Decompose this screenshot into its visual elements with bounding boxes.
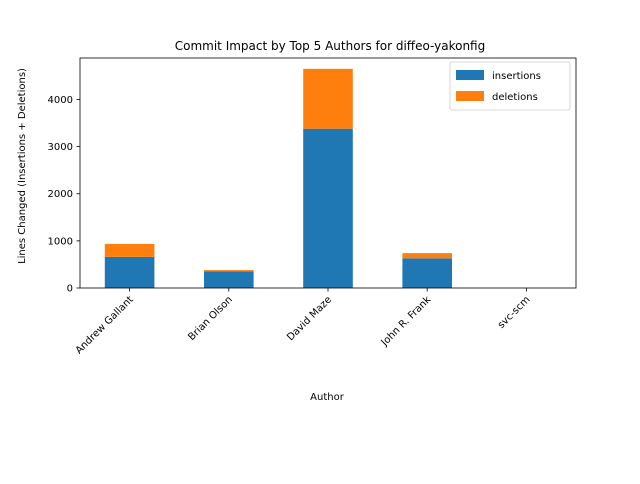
- y-tick-label: 0: [67, 284, 73, 295]
- x-tick-label-david-maze: David Maze: [285, 294, 334, 343]
- bar-deletions-andrew-gallant: [104, 243, 155, 257]
- legend-swatch-insertions: [456, 70, 484, 80]
- legend-swatch-deletions: [456, 91, 484, 101]
- legend-label-deletions: deletions: [492, 92, 538, 103]
- y-tick-label: 4000: [48, 95, 73, 106]
- x-tick-label-svc-scm: svc-scm: [496, 294, 533, 331]
- x-tick-label-andrew-gallant: Andrew Gallant: [74, 294, 136, 356]
- x-tick-label-john-r-frank: John R. Frank: [379, 294, 434, 349]
- bar-deletions-john-r-frank: [402, 253, 452, 259]
- bar-insertions-andrew-gallant: [104, 256, 155, 288]
- y-tick-label: 3000: [48, 142, 73, 153]
- bar-insertions-john-r-frank: [402, 258, 452, 288]
- chart-title: Commit Impact by Top 5 Authors for diffe…: [175, 39, 485, 53]
- bar-insertions-brian-olson: [204, 271, 254, 288]
- x-tick-label-brian-olson: Brian Olson: [186, 294, 235, 343]
- bar-deletions-brian-olson: [204, 270, 254, 272]
- x-axis-label: Author: [310, 392, 345, 403]
- legend: insertions deletions: [449, 61, 571, 111]
- bars-layer: [104, 68, 452, 288]
- y-tick-label: 2000: [48, 189, 73, 200]
- legend-label-insertions: insertions: [492, 71, 541, 82]
- y-axis-label: Lines Changed (Insertions + Deletions): [17, 68, 28, 264]
- bar-deletions-david-maze: [303, 68, 353, 129]
- y-tick-label: 1000: [48, 236, 73, 247]
- bar-insertions-david-maze: [303, 128, 353, 288]
